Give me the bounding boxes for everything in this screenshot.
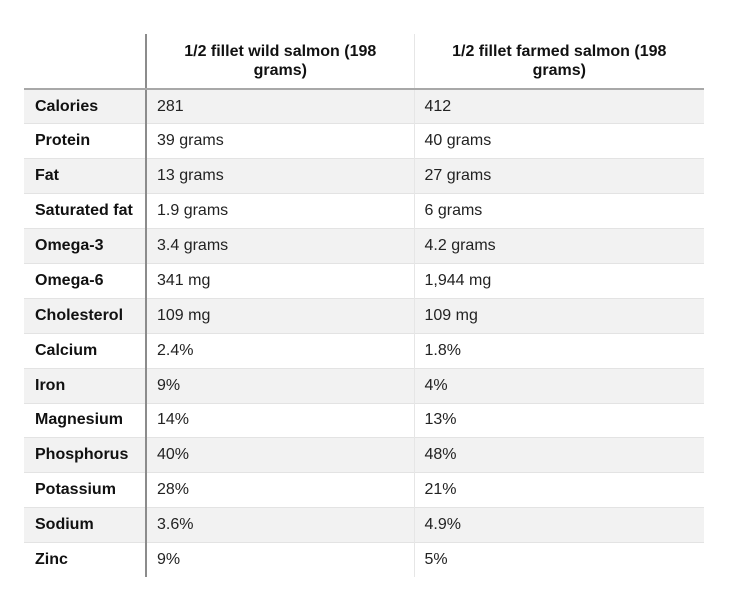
nutrient-name: Iron bbox=[24, 367, 146, 404]
nutrient-name: Cholesterol bbox=[24, 297, 146, 334]
table-body: Calories 281 412 Protein 39 grams 40 grams Fat… bbox=[24, 89, 704, 578]
header-row: 1/2 fillet wild salmon (198 grams) 1/2 f… bbox=[24, 34, 704, 90]
table-header: 1/2 fillet wild salmon (198 grams) 1/2 f… bbox=[24, 34, 704, 90]
table-row: Potassium 28% 21% bbox=[24, 472, 704, 508]
table-row: Omega-3 3.4 grams 4.2 grams bbox=[24, 228, 704, 264]
nutrient-name: Potassium bbox=[24, 472, 146, 508]
nutrient-name: Zinc bbox=[24, 542, 146, 578]
farmed-salmon-value: 109 mg bbox=[413, 297, 704, 334]
farmed-salmon-value: 4% bbox=[413, 367, 704, 404]
farmed-salmon-value: 5% bbox=[413, 542, 704, 578]
nutrient-name: Magnesium bbox=[24, 402, 146, 438]
nutrient-name: Fat bbox=[24, 158, 146, 194]
farmed-salmon-value: 1,944 mg bbox=[413, 262, 704, 299]
nutrient-name: Protein bbox=[24, 123, 146, 159]
table-row: Iron 9% 4% bbox=[24, 367, 704, 404]
table-row: Calcium 2.4% 1.8% bbox=[24, 332, 704, 369]
table-row: Sodium 3.6% 4.9% bbox=[24, 507, 704, 543]
wild-salmon-value: 109 mg bbox=[145, 297, 414, 334]
table-row: Zinc 9% 5% bbox=[24, 542, 704, 578]
table-row: Protein 39 grams 40 grams bbox=[24, 123, 704, 159]
table-row: Fat 13 grams 27 grams bbox=[24, 158, 704, 194]
wild-salmon-value: 28% bbox=[145, 472, 414, 508]
header-farmed-salmon: 1/2 fillet farmed salmon (198 grams) bbox=[413, 34, 704, 90]
wild-salmon-value: 13 grams bbox=[145, 158, 414, 194]
nutrient-name: Saturated fat bbox=[24, 193, 146, 229]
farmed-salmon-value: 4.9% bbox=[413, 507, 704, 543]
table-row: Cholesterol 109 mg 109 mg bbox=[24, 297, 704, 334]
wild-salmon-value: 9% bbox=[145, 367, 414, 404]
table-row: Magnesium 14% 13% bbox=[24, 402, 704, 438]
wild-salmon-value: 2.4% bbox=[145, 332, 414, 369]
table-row: Calories 281 412 bbox=[24, 89, 704, 124]
nutrient-name: Sodium bbox=[24, 507, 146, 543]
nutrient-name: Calcium bbox=[24, 332, 146, 369]
wild-salmon-value: 1.9 grams bbox=[145, 193, 414, 229]
farmed-salmon-value: 1.8% bbox=[413, 332, 704, 369]
wild-salmon-value: 3.4 grams bbox=[145, 228, 414, 264]
nutrient-name: Phosphorus bbox=[24, 437, 146, 473]
header-wild-salmon: 1/2 fillet wild salmon (198 grams) bbox=[145, 34, 414, 90]
farmed-salmon-value: 13% bbox=[413, 402, 704, 438]
farmed-salmon-value: 27 grams bbox=[413, 158, 704, 194]
farmed-salmon-value: 40 grams bbox=[413, 123, 704, 159]
farmed-salmon-value: 21% bbox=[413, 472, 704, 508]
nutrition-comparison-table-container: 1/2 fillet wild salmon (198 grams) 1/2 f… bbox=[24, 34, 704, 578]
farmed-salmon-value: 48% bbox=[413, 437, 704, 473]
farmed-salmon-value: 6 grams bbox=[413, 193, 704, 229]
nutrient-name: Calories bbox=[35, 97, 99, 115]
table-row: Saturated fat 1.9 grams 6 grams bbox=[24, 193, 704, 229]
header-nutrient-column bbox=[24, 34, 146, 90]
wild-salmon-value: 281 bbox=[145, 89, 414, 124]
wild-salmon-value: 39 grams bbox=[145, 123, 414, 159]
table-row: Omega-6 341 mg 1,944 mg bbox=[24, 262, 704, 299]
farmed-salmon-value: 4.2 grams bbox=[413, 228, 704, 264]
table-row: Phosphorus 40% 48% bbox=[24, 437, 704, 473]
nutrition-comparison-table: 1/2 fillet wild salmon (198 grams) 1/2 f… bbox=[24, 34, 704, 578]
nutrient-name: Omega-6 bbox=[24, 262, 146, 299]
wild-salmon-value: 9% bbox=[145, 542, 414, 578]
wild-salmon-value: 40% bbox=[145, 437, 414, 473]
wild-salmon-value: 341 mg bbox=[145, 262, 414, 299]
wild-salmon-value: 3.6% bbox=[145, 507, 414, 543]
wild-salmon-value: 14% bbox=[145, 402, 414, 438]
farmed-salmon-value: 412 bbox=[413, 89, 704, 124]
nutrient-name: Omega-3 bbox=[24, 228, 146, 264]
